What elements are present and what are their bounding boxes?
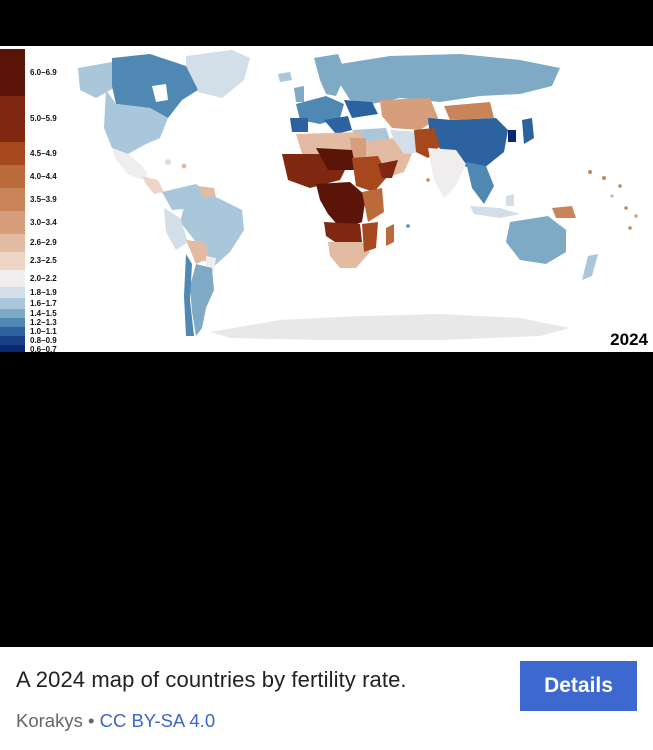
legend-row: 1.2–1.3 bbox=[0, 318, 70, 327]
legend-swatch bbox=[0, 165, 25, 188]
caption-panel: A 2024 map of countries by fertility rat… bbox=[0, 647, 653, 750]
legend-label: 1.0–1.1 bbox=[30, 326, 57, 336]
region-mexico bbox=[112, 148, 148, 180]
region-russia bbox=[340, 54, 560, 104]
legend-swatch bbox=[0, 287, 25, 298]
legend-row: 2.0–2.2 bbox=[0, 270, 70, 287]
region-southeast-asia bbox=[466, 162, 494, 204]
region-brazil bbox=[180, 196, 244, 268]
region-greenland bbox=[186, 50, 250, 98]
region-southern-africa bbox=[328, 242, 370, 268]
region-antarctica bbox=[210, 314, 570, 340]
legend-row: 1.8–1.9 bbox=[0, 287, 70, 298]
separator-dot: • bbox=[87, 710, 95, 731]
region-australia bbox=[506, 216, 566, 264]
legend-row: 2.6–2.9 bbox=[0, 234, 70, 252]
legend-label: 3.0–3.4 bbox=[30, 217, 57, 227]
attribution-line: Korakys • CC BY-SA 4.0 bbox=[16, 710, 215, 732]
legend-label: 1.4–1.5 bbox=[30, 308, 57, 318]
legend-label: 2.0–2.2 bbox=[30, 273, 57, 283]
region-alaska bbox=[78, 62, 114, 98]
legend-label: 2.6–2.9 bbox=[30, 238, 57, 247]
world-map bbox=[78, 50, 638, 340]
legend-row: 3.0–3.4 bbox=[0, 211, 70, 234]
legend-label: 6.0–6.9 bbox=[30, 67, 57, 77]
legend-label: 2.3–2.5 bbox=[30, 256, 57, 265]
legend-swatch bbox=[0, 142, 25, 165]
region-central-africa bbox=[316, 182, 366, 230]
legend-swatch bbox=[0, 345, 25, 352]
region-scandinavia bbox=[314, 54, 346, 96]
legend-row: 1.6–1.7 bbox=[0, 298, 70, 309]
legend-swatch bbox=[0, 327, 25, 336]
legend-swatch bbox=[0, 336, 25, 345]
region-argentina bbox=[190, 264, 214, 336]
legend-row: 4.0–4.4 bbox=[0, 165, 70, 188]
license-link[interactable]: CC BY-SA 4.0 bbox=[99, 710, 216, 731]
legend-label: 3.5–3.9 bbox=[30, 194, 57, 204]
region-central-america bbox=[142, 176, 164, 194]
region-central-asia bbox=[380, 98, 438, 130]
legend-row: 1.4–1.5 bbox=[0, 309, 70, 318]
legend-swatch bbox=[0, 96, 25, 142]
legend-label: 0.6–0.7 bbox=[30, 344, 57, 353]
details-button[interactable]: Details bbox=[520, 661, 637, 711]
legend-label: 1.2–1.3 bbox=[30, 317, 57, 327]
legend-swatch bbox=[0, 252, 25, 270]
fertility-rate-map[interactable]: 6.0–6.9 5.0–5.9 4.5–4.9 4.0–4.4 3.5–3.9 3.0–3… bbox=[0, 46, 653, 352]
region-usa bbox=[104, 90, 168, 154]
legend-swatch bbox=[0, 49, 25, 96]
map-legend: 6.0–6.9 5.0–5.9 4.5–4.9 4.0–4.4 3.5–3.9 3.0–3… bbox=[0, 49, 70, 352]
legend-swatch bbox=[0, 234, 25, 252]
legend-label: 0.8–0.9 bbox=[30, 335, 57, 345]
legend-swatch bbox=[0, 309, 25, 318]
legend-row: 0.8–0.9 bbox=[0, 336, 70, 345]
legend-label: 4.5–4.9 bbox=[30, 148, 57, 158]
legend-row: 4.5–4.9 bbox=[0, 142, 70, 165]
legend-swatch bbox=[0, 318, 25, 327]
legend-row: 6.0–6.9 bbox=[0, 49, 70, 96]
legend-row: 1.0–1.1 bbox=[0, 327, 70, 336]
legend-swatch bbox=[0, 188, 25, 211]
region-india bbox=[428, 148, 466, 198]
map-year-label: 2024 bbox=[610, 330, 648, 349]
legend-swatch bbox=[0, 270, 25, 287]
legend-label: 1.6–1.7 bbox=[30, 298, 57, 308]
legend-row: 2.3–2.5 bbox=[0, 252, 70, 270]
legend-swatch bbox=[0, 211, 25, 234]
legend-label: 4.0–4.4 bbox=[30, 171, 57, 181]
legend-row: 5.0–5.9 bbox=[0, 96, 70, 142]
legend-swatch bbox=[0, 298, 25, 309]
author-name: Korakys bbox=[16, 710, 83, 731]
image-viewer[interactable]: 6.0–6.9 5.0–5.9 4.5–4.9 4.0–4.4 3.5–3.9 3.0–3… bbox=[0, 0, 653, 647]
legend-row: 3.5–3.9 bbox=[0, 188, 70, 211]
legend-label: 5.0–5.9 bbox=[30, 114, 57, 123]
caption-text: A 2024 map of countries by fertility rat… bbox=[16, 667, 407, 692]
legend-label: 1.8–1.9 bbox=[30, 287, 57, 297]
legend-row: 0.6–0.7 bbox=[0, 345, 70, 352]
region-western-europe bbox=[296, 96, 344, 124]
